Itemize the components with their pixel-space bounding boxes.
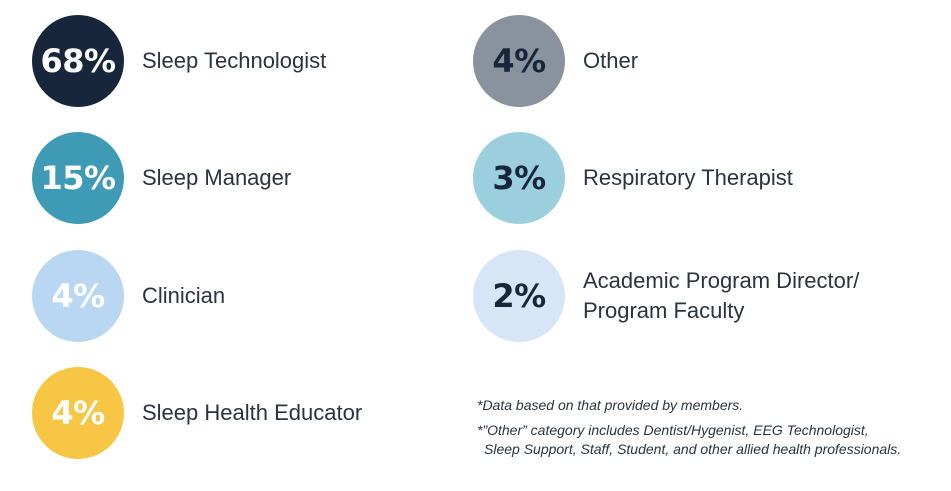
stat-item-respiratory-therapist: 3% Respiratory Therapist	[473, 132, 793, 224]
stat-item-clinician: 4% Clinician	[32, 250, 225, 342]
stat-category-label: Clinician	[142, 283, 226, 308]
footnote-other-line-2: Sleep Support, Staff, Student, and other…	[484, 441, 902, 457]
stat-item-other: 4% Other	[473, 15, 638, 107]
stat-category-label: Academic Program Director/ Program Facul…	[583, 268, 860, 323]
stat-percent-value: 4%	[51, 277, 105, 315]
stat-item-academic-program-director: 2% Academic Program Director/ Program Fa…	[473, 250, 883, 342]
footnote-data-source: *Data based on that provided by members.	[477, 397, 744, 413]
footnote-other-category: *”Other” category includes Dentist/Hygen…	[477, 421, 937, 459]
footnotes: *Data based on that provided by members.…	[477, 396, 937, 459]
stat-category-label: Sleep Health Educator	[142, 400, 363, 425]
stat-item-sleep-manager: 15% Sleep Manager	[32, 132, 291, 224]
stat-percent-circle: 4%	[473, 15, 565, 107]
footnote-other-line-1: *”Other” category includes Dentist/Hygen…	[477, 422, 869, 438]
stat-percent-circle: 4%	[32, 250, 124, 342]
stat-percent-value: 2%	[492, 277, 546, 315]
stat-percent-circle: 2%	[473, 250, 565, 342]
stat-percent-circle: 3%	[473, 132, 565, 224]
stat-category-label: Sleep Technologist	[142, 48, 327, 73]
stat-percent-circle: 15%	[32, 132, 124, 224]
stat-percent-circle: 68%	[32, 15, 124, 107]
stat-percent-value: 3%	[492, 159, 546, 197]
stat-percent-circle: 4%	[32, 367, 124, 459]
stat-category-label: Other	[583, 48, 639, 73]
stat-percent-value: 4%	[51, 394, 105, 432]
stat-percent-value: 68%	[40, 42, 116, 80]
stat-category-label: Respiratory Therapist	[583, 165, 793, 190]
stat-item-sleep-health-educator: 4% Sleep Health Educator	[32, 367, 362, 459]
stat-item-sleep-technologist: 68% Sleep Technologist	[32, 15, 326, 107]
stat-percent-value: 15%	[40, 159, 116, 197]
stat-category-label: Sleep Manager	[142, 165, 292, 190]
stat-percent-value: 4%	[492, 42, 546, 80]
